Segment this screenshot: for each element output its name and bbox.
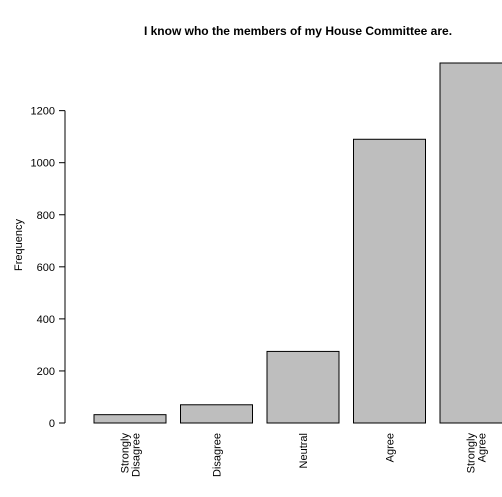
x-tick-label: Strongly Disagree [120,433,143,478]
y-tick-label: 400 [37,314,55,326]
x-tick-label-line: Disagree [212,433,224,477]
x-tick-label: Disagree [212,433,224,477]
y-tick-label: 200 [37,366,55,378]
chart-title: I know who the members of my House Commi… [144,24,452,38]
y-tick-label: 1000 [31,158,55,170]
y-tick-label: 800 [37,210,55,222]
y-axis-label: Frequency [13,219,25,271]
x-tick-label-line: Strongly [120,433,132,474]
bar [93,414,167,424]
y-tick-label: 600 [37,262,55,274]
bars [93,62,502,424]
bar [439,62,502,424]
x-tick-label-line: Neutral [298,433,310,468]
x-tick-label: Agree [385,433,397,462]
x-axis-category-labels: Strongly Disagree Disagree Neutral Agree Stro… [120,433,489,478]
bar [353,138,426,424]
x-tick-label-line: Disagree [131,433,143,477]
y-tick-label: 1200 [31,106,55,118]
x-tick-label-line: Agree [477,433,489,462]
bar [180,404,253,424]
y-axis: 0 200 400 600 800 1000 1200 [31,106,66,430]
y-tick-label: 0 [49,418,55,430]
bar [266,350,340,424]
x-tick-label: Neutral [298,433,310,468]
x-tick-label: Strongly Agree [466,433,489,474]
x-tick-label-line: Strongly [466,433,478,474]
x-tick-label-line: Agree [385,433,397,462]
